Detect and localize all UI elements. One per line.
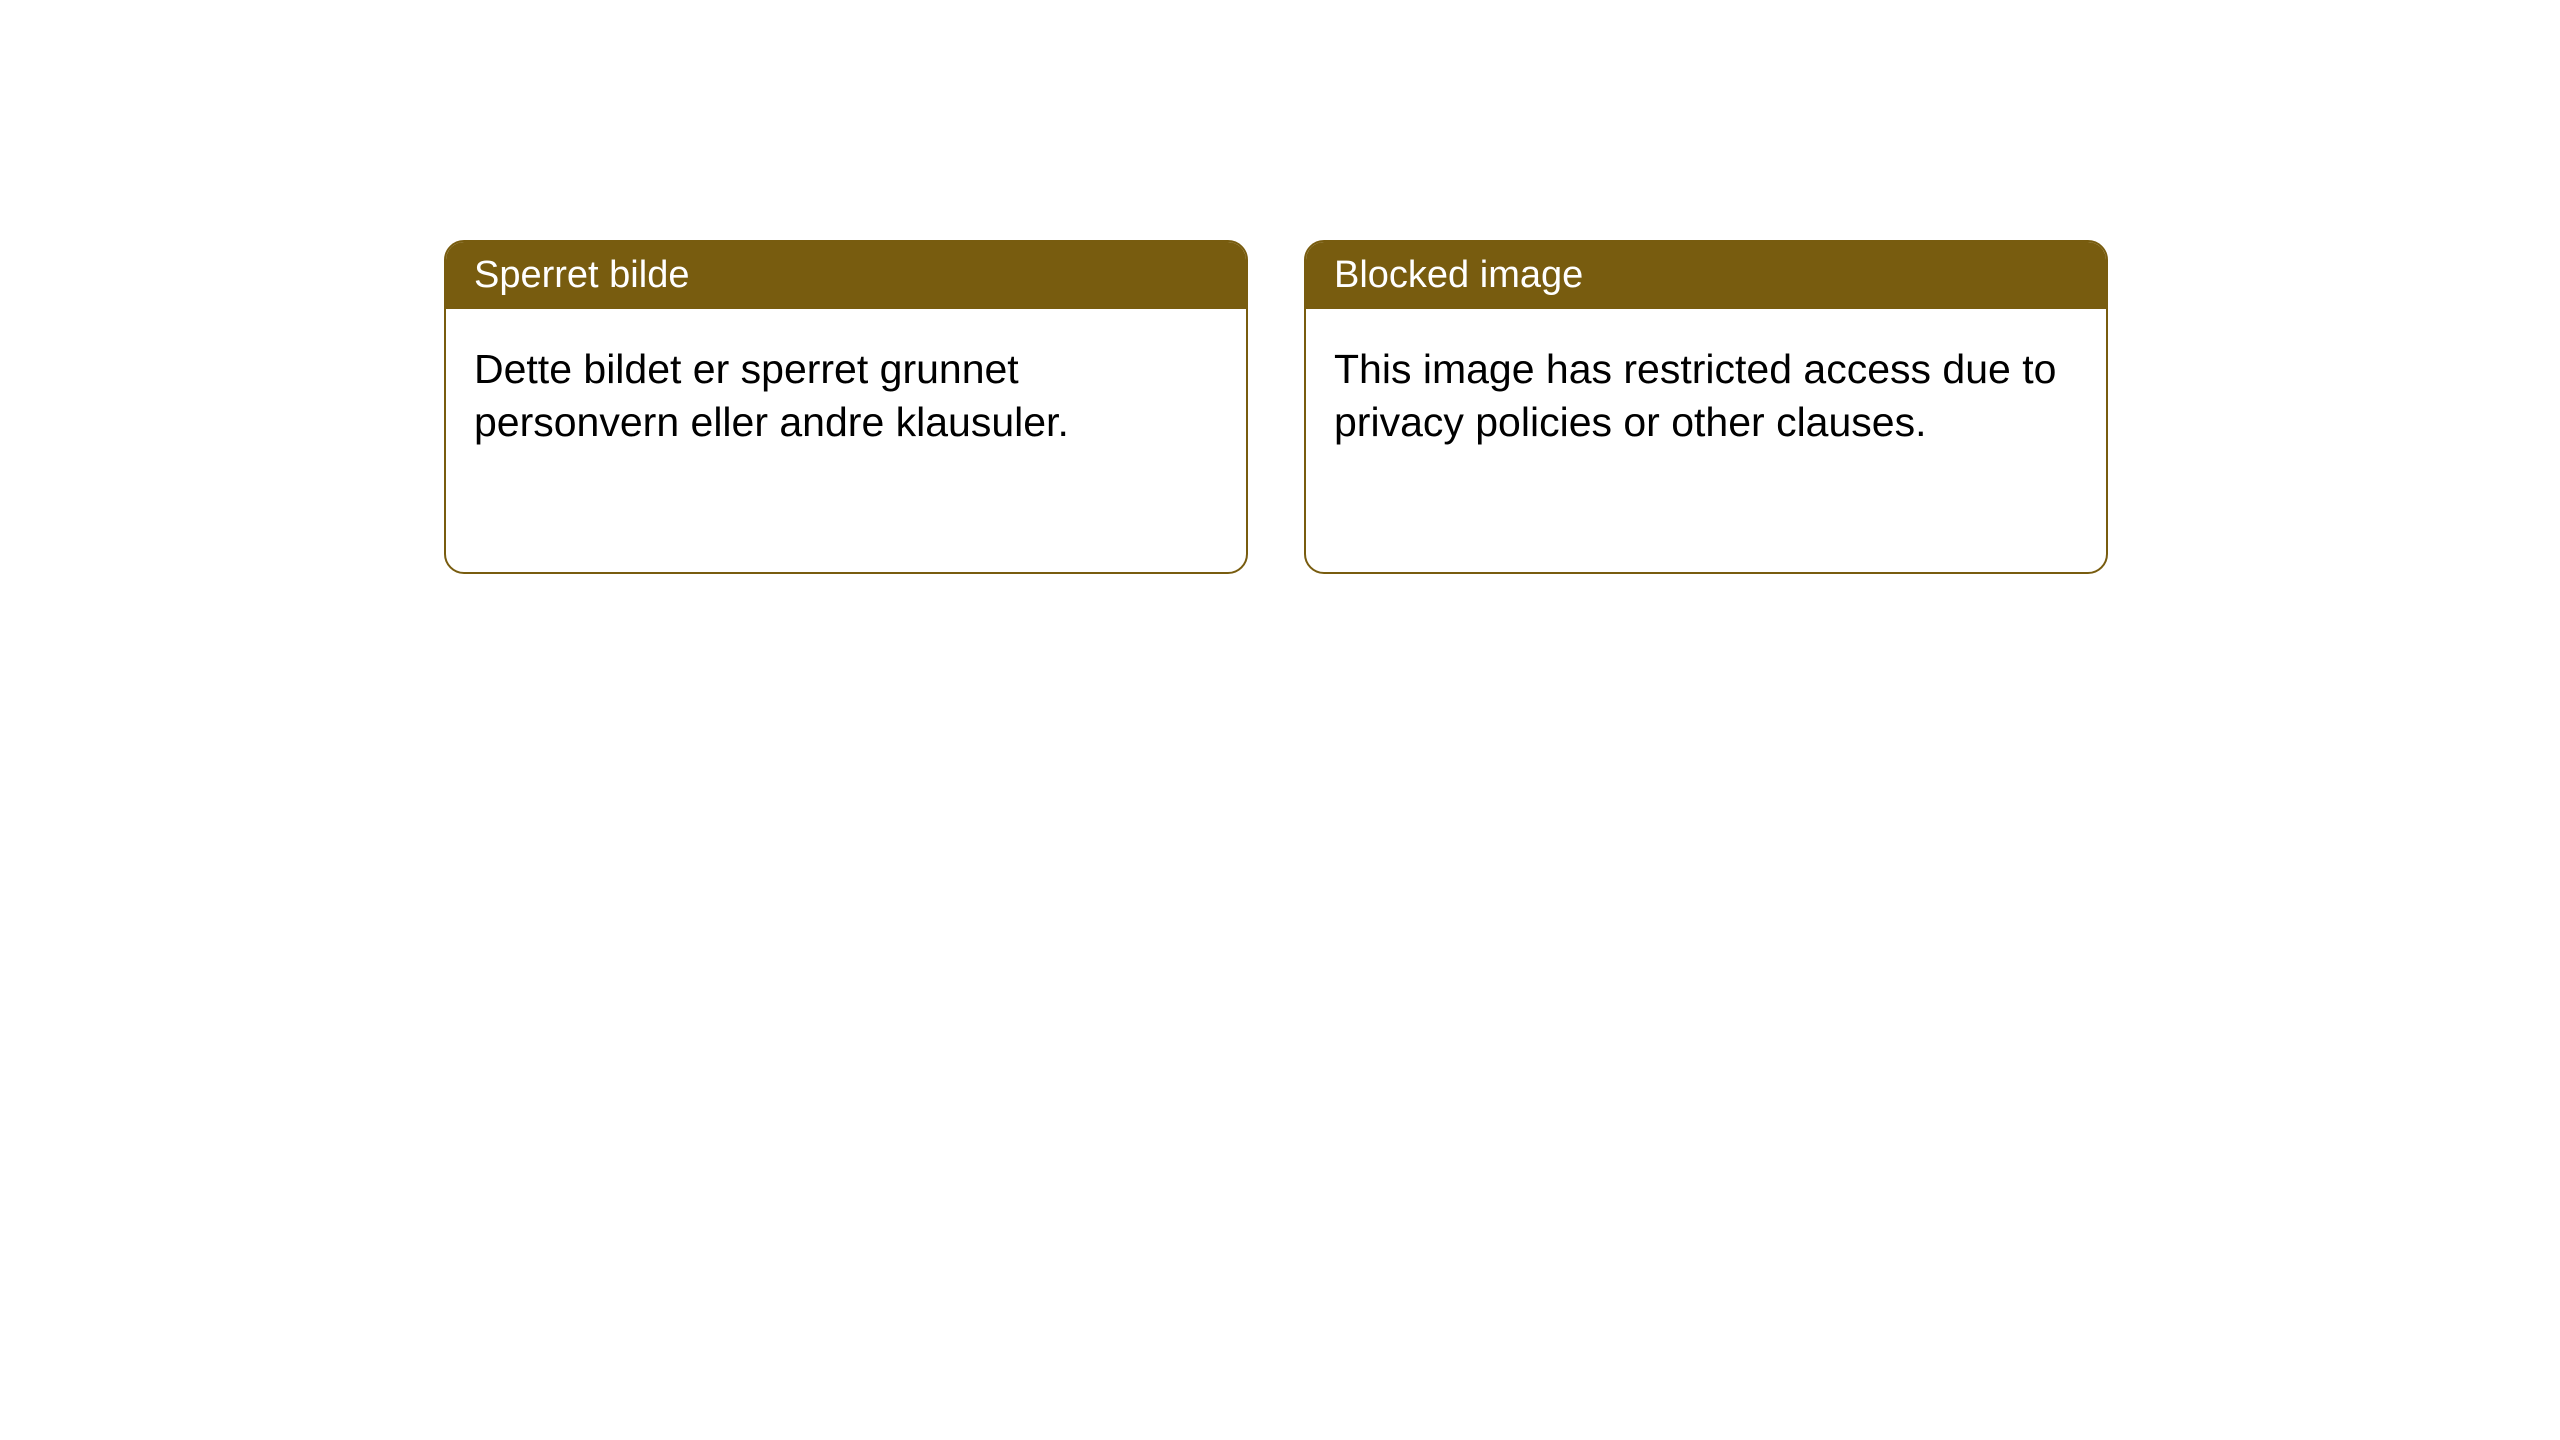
notice-card-english: Blocked image This image has restricted … <box>1304 240 2108 574</box>
notice-title: Blocked image <box>1306 242 2106 309</box>
notice-body: Dette bildet er sperret grunnet personve… <box>446 309 1246 484</box>
notices-container: Sperret bilde Dette bildet er sperret gr… <box>0 0 2560 574</box>
notice-title: Sperret bilde <box>446 242 1246 309</box>
notice-card-norwegian: Sperret bilde Dette bildet er sperret gr… <box>444 240 1248 574</box>
notice-body: This image has restricted access due to … <box>1306 309 2106 484</box>
